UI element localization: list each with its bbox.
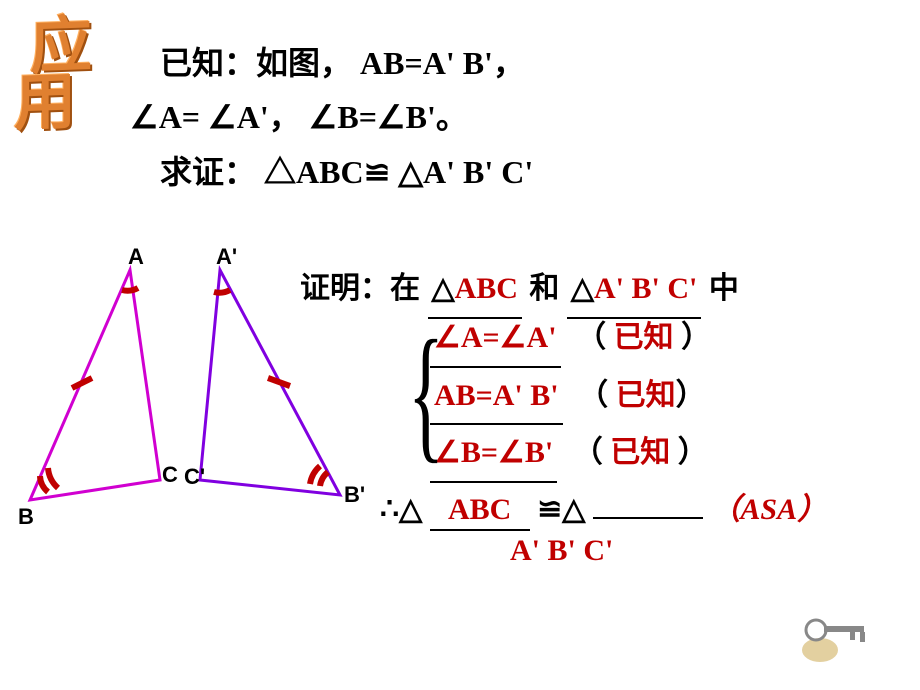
therefore: ∴△ (380, 493, 422, 526)
cond-1: ∠A=∠A' (430, 310, 561, 368)
concl-reason: （ASA） (710, 493, 827, 526)
vertex-C: C (162, 462, 178, 488)
prove-goal: △ABC≌ △A' B' C' (264, 154, 533, 190)
brace-icon: { (408, 318, 444, 468)
stamp-char-2: 用 (14, 68, 76, 138)
vertex-Cp: C' (184, 464, 205, 490)
given-cond-2: ∠A= ∠A'， ∠B=∠B'。 (130, 99, 468, 135)
stamp-badge: 应 用 (30, 19, 92, 133)
key-icon (790, 600, 880, 670)
cond-2: AB=A' B' (430, 368, 563, 426)
proof-and: 和 (529, 272, 567, 305)
proof-word: 证明：在 (300, 272, 420, 305)
reason-2: 已知 (616, 379, 676, 412)
reason-1: 已知 (614, 321, 674, 354)
prove-label: 求证： (160, 154, 256, 190)
congruent: ≌△ (537, 493, 585, 526)
concl-abc: ABC (448, 493, 511, 526)
cond-3: ∠B=∠B' (430, 425, 557, 483)
vertex-B: B (18, 504, 34, 530)
proof-conclusion: ∴△ ABC ≌△ （ASA） A' B' C' (380, 490, 827, 570)
concl-abcP: A' B' C' (510, 531, 827, 570)
proof-in: 中 (709, 272, 739, 305)
problem-statement: 已知：如图， AB=A' B'， ∠A= ∠A'， ∠B=∠B'。 求证： △A… (160, 36, 533, 199)
reason-3: 已知 (610, 436, 670, 469)
vertex-Ap: A' (216, 244, 237, 270)
given-cond-1: AB=A' B'， (360, 45, 525, 81)
proof-conditions: { ∠A=∠A' （ 已知 ） AB=A' B' （ 已知） ∠B=∠B' （ … (390, 310, 711, 483)
given-label: 已知：如图， (160, 45, 352, 81)
vertex-A: A (128, 244, 144, 270)
vertex-Bp: B' (344, 482, 365, 508)
